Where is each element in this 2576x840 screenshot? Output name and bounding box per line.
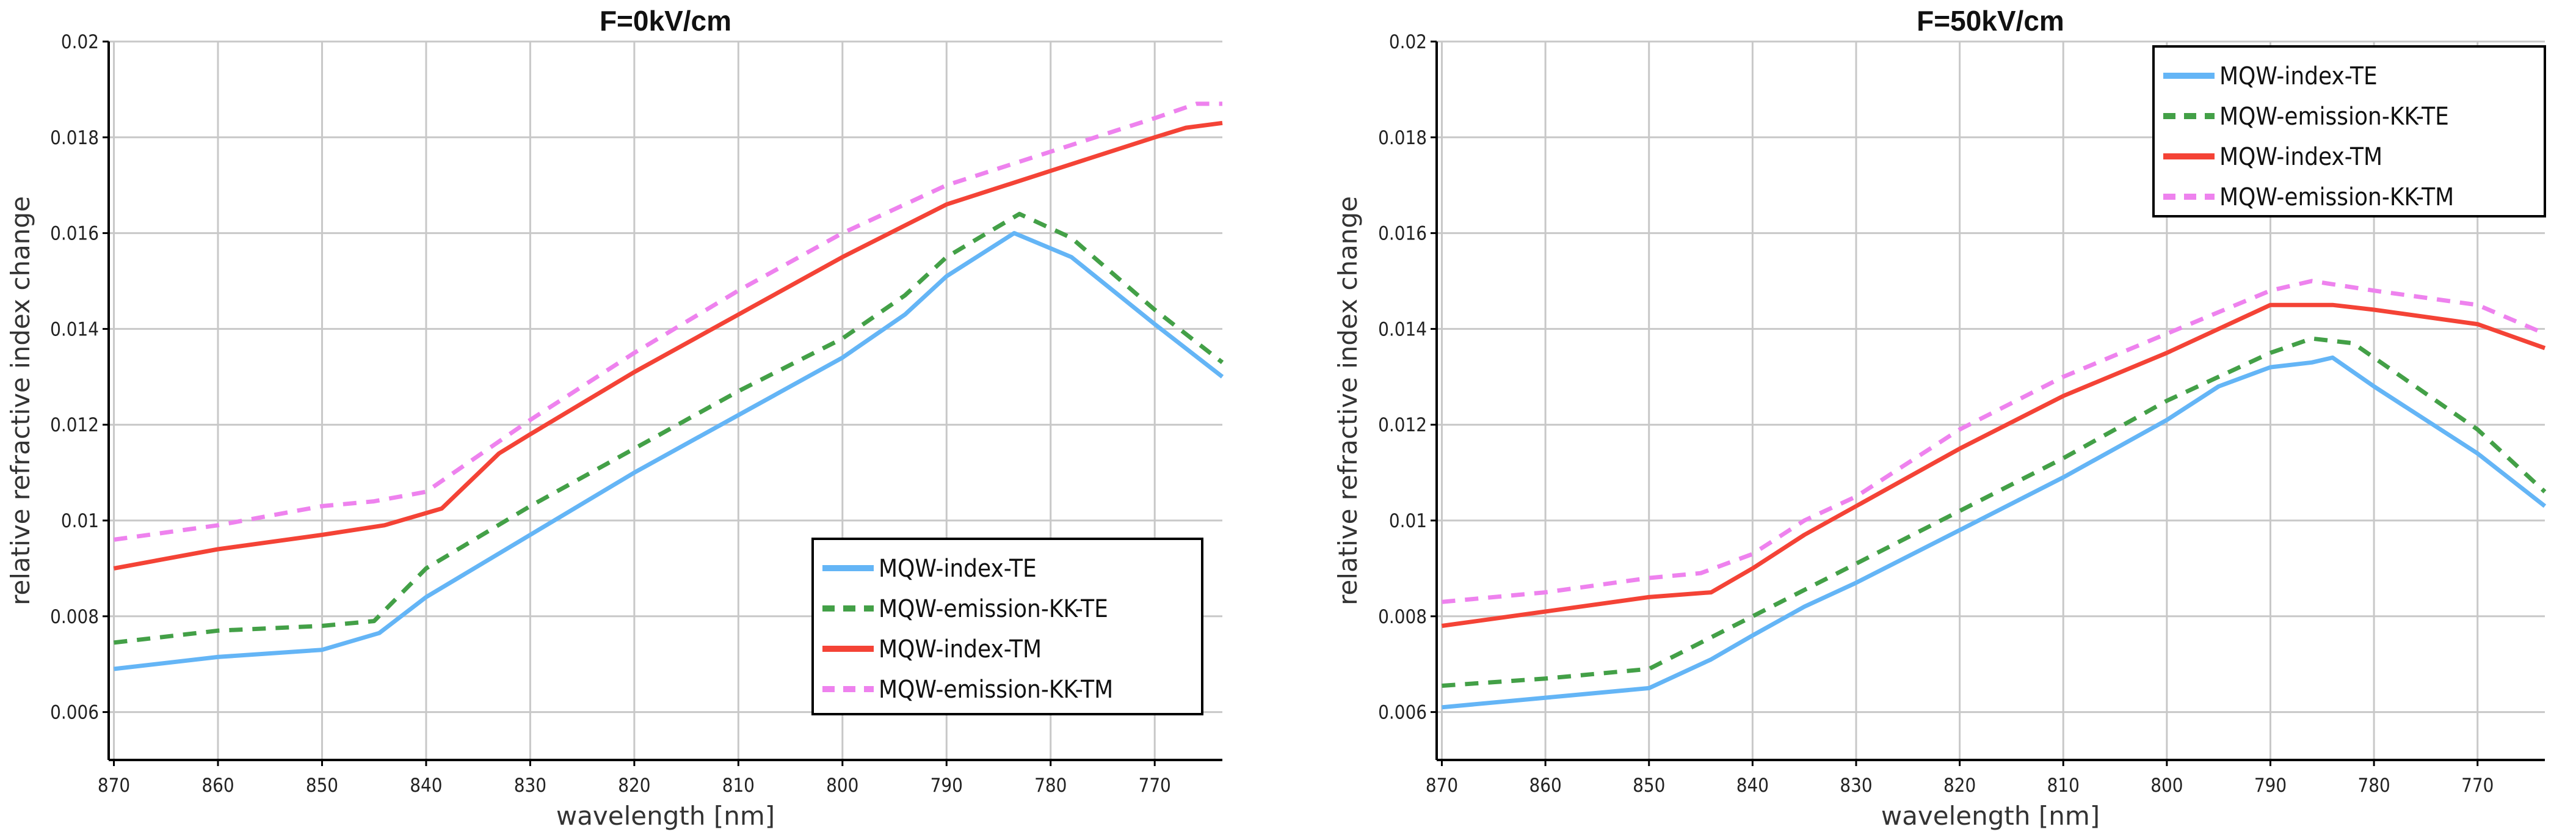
x-tick-label: 830 bbox=[514, 775, 546, 797]
y-tick-label: 0.016 bbox=[50, 223, 99, 245]
legend-box bbox=[811, 538, 1203, 715]
y-tick-label: 0.014 bbox=[1378, 318, 1427, 340]
series-line-mqw-emission-kk-tm bbox=[1442, 279, 2546, 604]
series-line-mqw-index-te bbox=[1442, 355, 2547, 710]
x-tick-label: 820 bbox=[618, 775, 650, 797]
x-tick-label: 800 bbox=[2150, 775, 2183, 797]
legend: MQW-index-TE MQW-emission-KK-TE MQW-index-… bbox=[811, 31, 2547, 797]
x-tick-label: 850 bbox=[306, 775, 338, 797]
y-tick-label: 0.012 bbox=[50, 414, 99, 436]
x-tick-label: 770 bbox=[1139, 775, 1171, 797]
x-axis-label: wavelength [nm] bbox=[556, 801, 775, 831]
legend-label: MQW-emission-KK-TE bbox=[2219, 103, 2449, 131]
y-tick-label: 0.02 bbox=[61, 31, 99, 53]
y-tick-label: 0.016 bbox=[1378, 223, 1427, 245]
y-axis-label: relative refractive index change bbox=[5, 196, 35, 605]
x-tick-label: 770 bbox=[2461, 775, 2494, 797]
y-tick-label: 0.01 bbox=[1389, 510, 1427, 532]
legend-label: MQW-emission-KK-TE bbox=[879, 595, 1108, 623]
legend-label: MQW-emission-KK-TM bbox=[879, 676, 1113, 704]
x-tick-label: 790 bbox=[931, 775, 963, 797]
legend-label: MQW-index-TE bbox=[879, 555, 1037, 583]
x-tick-label: 790 bbox=[2254, 775, 2287, 797]
chart-title: F=50kV/cm bbox=[1917, 5, 2064, 37]
y-tick-label: 0.01 bbox=[61, 510, 99, 532]
y-tick-label: 0.018 bbox=[50, 127, 99, 149]
legend-label: MQW-index-TE bbox=[2219, 62, 2378, 90]
x-axis-label: wavelength [nm] bbox=[1881, 801, 2100, 831]
x-tick-label: 860 bbox=[201, 775, 234, 797]
x-tick-label: 870 bbox=[1426, 775, 1458, 797]
y-tick-label: 0.012 bbox=[1378, 414, 1427, 436]
y-tick-label: 0.008 bbox=[1378, 606, 1427, 628]
x-tick-label: 840 bbox=[1736, 775, 1769, 797]
x-tick-label: 820 bbox=[1943, 775, 1976, 797]
x-tick-label: 830 bbox=[1840, 775, 1872, 797]
y-tick-label: 0.006 bbox=[50, 702, 99, 724]
y-tick-label: 0.014 bbox=[50, 318, 99, 340]
series-line-mqw-emission-kk-tm bbox=[114, 101, 1222, 542]
series-line-mqw-index-tm bbox=[113, 120, 1223, 571]
x-tick-label: 840 bbox=[410, 775, 442, 797]
y-tick-label: 0.02 bbox=[1389, 31, 1427, 53]
x-tick-label: 800 bbox=[826, 775, 858, 797]
legend-label: MQW-emission-KK-TM bbox=[2219, 183, 2454, 211]
chart-right: F=50kV/cm wavelength [nm] relative refra… bbox=[1333, 5, 2100, 831]
legend-box bbox=[2152, 45, 2546, 217]
x-tick-label: 870 bbox=[98, 775, 130, 797]
x-tick-label: 780 bbox=[1034, 775, 1067, 797]
x-tick-label: 810 bbox=[2047, 775, 2080, 797]
y-tick-label: 0.018 bbox=[1378, 127, 1427, 149]
x-tick-label: 860 bbox=[1529, 775, 1561, 797]
x-tick-label: 850 bbox=[1633, 775, 1665, 797]
legend: MQW-index-TE MQW-emission-KK-TE MQW-index-… bbox=[2152, 45, 2546, 217]
y-tick-label: 0.008 bbox=[50, 606, 99, 628]
x-tick-label: 810 bbox=[722, 775, 755, 797]
chart-title: F=0kV/cm bbox=[600, 5, 731, 37]
x-tick-label: 780 bbox=[2357, 775, 2390, 797]
legend-label: MQW-index-TM bbox=[879, 635, 1042, 663]
chart-left: F=0kV/cm wavelength [nm] relative refrac… bbox=[5, 5, 2547, 831]
y-axis-label: relative refractive index change bbox=[1333, 196, 1363, 605]
series-line-mqw-index-tm bbox=[1442, 302, 2546, 628]
series-line-mqw-index-te bbox=[114, 231, 1224, 671]
y-tick-label: 0.006 bbox=[1378, 702, 1427, 724]
legend-label: MQW-index-TM bbox=[2219, 143, 2382, 171]
